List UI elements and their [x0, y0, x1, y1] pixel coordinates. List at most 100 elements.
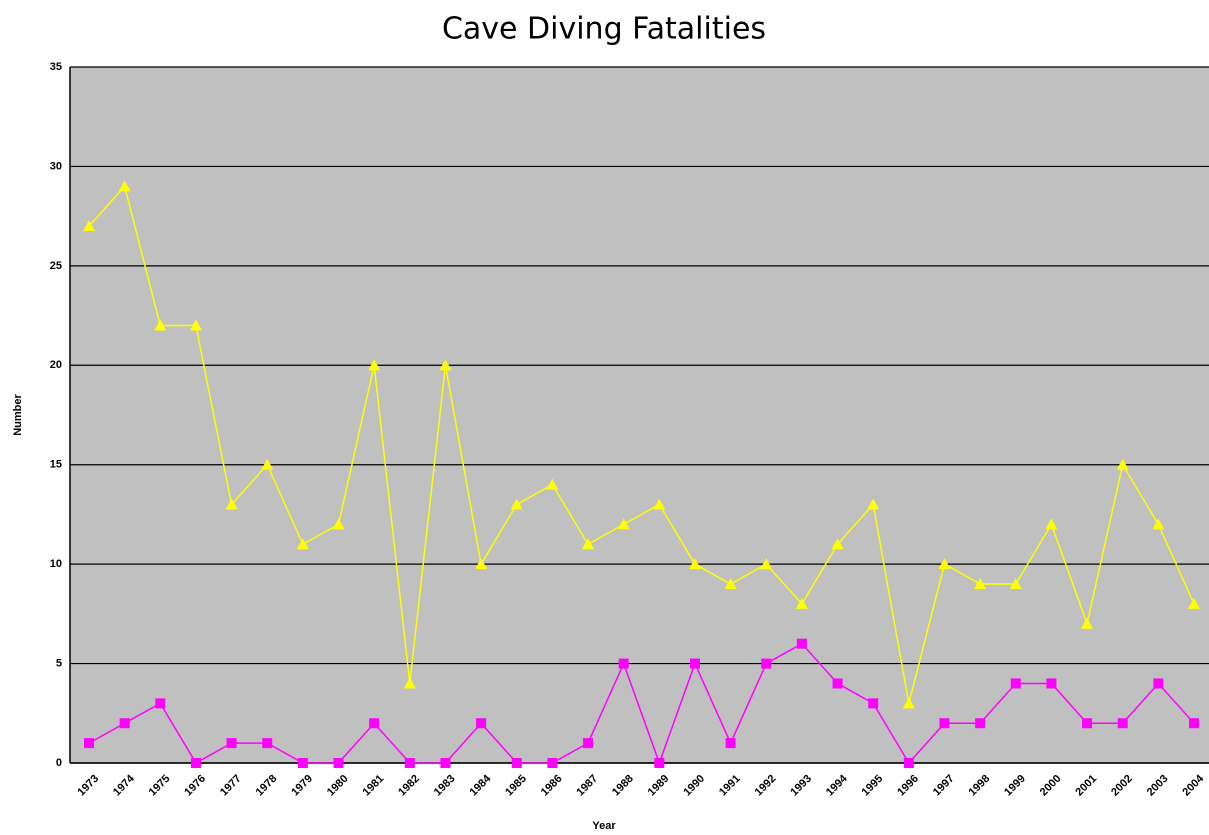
- marker: [404, 758, 415, 768]
- x-tick-label: 1999: [1002, 773, 1028, 799]
- marker: [903, 758, 914, 768]
- y-axis-label: Number: [12, 394, 24, 436]
- x-tick-label: 1991: [717, 773, 743, 799]
- marker: [1152, 518, 1165, 530]
- marker: [1045, 518, 1058, 530]
- x-tick-label: 1987: [574, 773, 600, 799]
- y-tick-label: 20: [50, 359, 62, 371]
- marker: [975, 718, 986, 729]
- marker: [440, 758, 451, 768]
- x-tick-label: 2000: [1038, 773, 1064, 799]
- y-tick-label: 5: [56, 657, 62, 669]
- x-tick-label: 1974: [111, 772, 137, 798]
- marker: [724, 578, 737, 590]
- x-tick-label: 1978: [254, 773, 280, 799]
- marker: [689, 658, 700, 669]
- marker: [155, 698, 166, 709]
- x-tick-label: 1983: [432, 773, 458, 799]
- marker: [796, 638, 807, 649]
- marker: [1082, 718, 1093, 729]
- x-tick-label: 1975: [147, 773, 173, 799]
- marker: [902, 697, 915, 709]
- marker: [368, 359, 381, 371]
- x-axis-label: Year: [592, 820, 616, 832]
- marker: [83, 220, 95, 232]
- marker: [1009, 578, 1022, 590]
- x-tick-label: 1985: [503, 773, 529, 799]
- marker: [1046, 678, 1057, 689]
- y-tick-label: 0: [56, 757, 62, 769]
- x-tick-label: 1986: [539, 773, 565, 799]
- x-tick-label: 1992: [753, 773, 779, 799]
- x-tick-label: 1997: [931, 773, 957, 799]
- marker: [189, 319, 202, 331]
- marker: [654, 758, 665, 768]
- marker: [369, 718, 380, 729]
- marker: [618, 658, 629, 669]
- x-tick-label: 1998: [967, 773, 993, 799]
- plot-area: [70, 67, 1209, 763]
- marker: [225, 498, 238, 510]
- marker: [1116, 458, 1129, 470]
- marker: [1188, 597, 1200, 609]
- marker: [1189, 718, 1199, 729]
- y-tick-label: 15: [50, 459, 62, 471]
- marker: [333, 758, 344, 768]
- marker: [154, 319, 167, 331]
- x-tick-label: 2001: [1073, 773, 1099, 799]
- x-tick-label: 2004: [1180, 772, 1206, 798]
- x-tick-label: 1996: [895, 773, 921, 799]
- x-tick-label: 1982: [396, 773, 422, 799]
- marker: [1081, 617, 1094, 629]
- marker: [617, 518, 630, 530]
- x-tick-label: 1981: [361, 773, 387, 799]
- x-tick-label: 1995: [860, 773, 886, 799]
- series-line: [88, 642, 1195, 766]
- marker: [546, 478, 559, 490]
- marker: [403, 677, 416, 689]
- marker: [190, 758, 201, 768]
- marker: [119, 718, 130, 729]
- x-tick-label: 1984: [467, 772, 493, 798]
- x-tick-label: 1993: [788, 773, 814, 799]
- marker: [1117, 718, 1128, 729]
- x-tick-label: 2003: [1145, 773, 1171, 799]
- x-tick-label: 1990: [681, 773, 707, 799]
- marker: [688, 558, 701, 570]
- marker: [867, 498, 880, 510]
- x-tick-label: 1973: [75, 773, 101, 799]
- series-line: [88, 184, 1195, 704]
- marker: [476, 718, 487, 729]
- marker: [974, 578, 987, 590]
- y-tick-label: 35: [50, 61, 62, 73]
- x-tick-label: 1980: [325, 773, 351, 799]
- marker: [832, 678, 843, 689]
- y-tick-label: 10: [50, 558, 62, 570]
- x-tick-label: 1988: [610, 773, 636, 799]
- y-tick-label: 25: [50, 260, 62, 272]
- marker: [297, 758, 308, 768]
- marker: [475, 558, 488, 570]
- marker: [868, 698, 879, 709]
- marker: [939, 718, 950, 729]
- marker: [510, 498, 523, 510]
- marker: [226, 738, 237, 749]
- marker: [262, 738, 273, 749]
- x-tick-label: 1989: [646, 773, 672, 799]
- marker: [439, 359, 452, 371]
- marker: [761, 658, 772, 669]
- x-tick-label: 1979: [289, 773, 315, 799]
- x-tick-label: 2002: [1109, 773, 1135, 799]
- marker: [583, 738, 594, 749]
- marker: [547, 758, 558, 768]
- marker: [831, 538, 844, 550]
- marker: [296, 538, 309, 550]
- marker: [653, 498, 666, 510]
- marker: [938, 558, 951, 570]
- marker: [118, 180, 131, 192]
- marker: [1010, 678, 1021, 689]
- y-tick-label: 30: [50, 160, 62, 172]
- marker: [1153, 678, 1164, 689]
- chart-title: Cave Diving Fatalities: [442, 12, 766, 47]
